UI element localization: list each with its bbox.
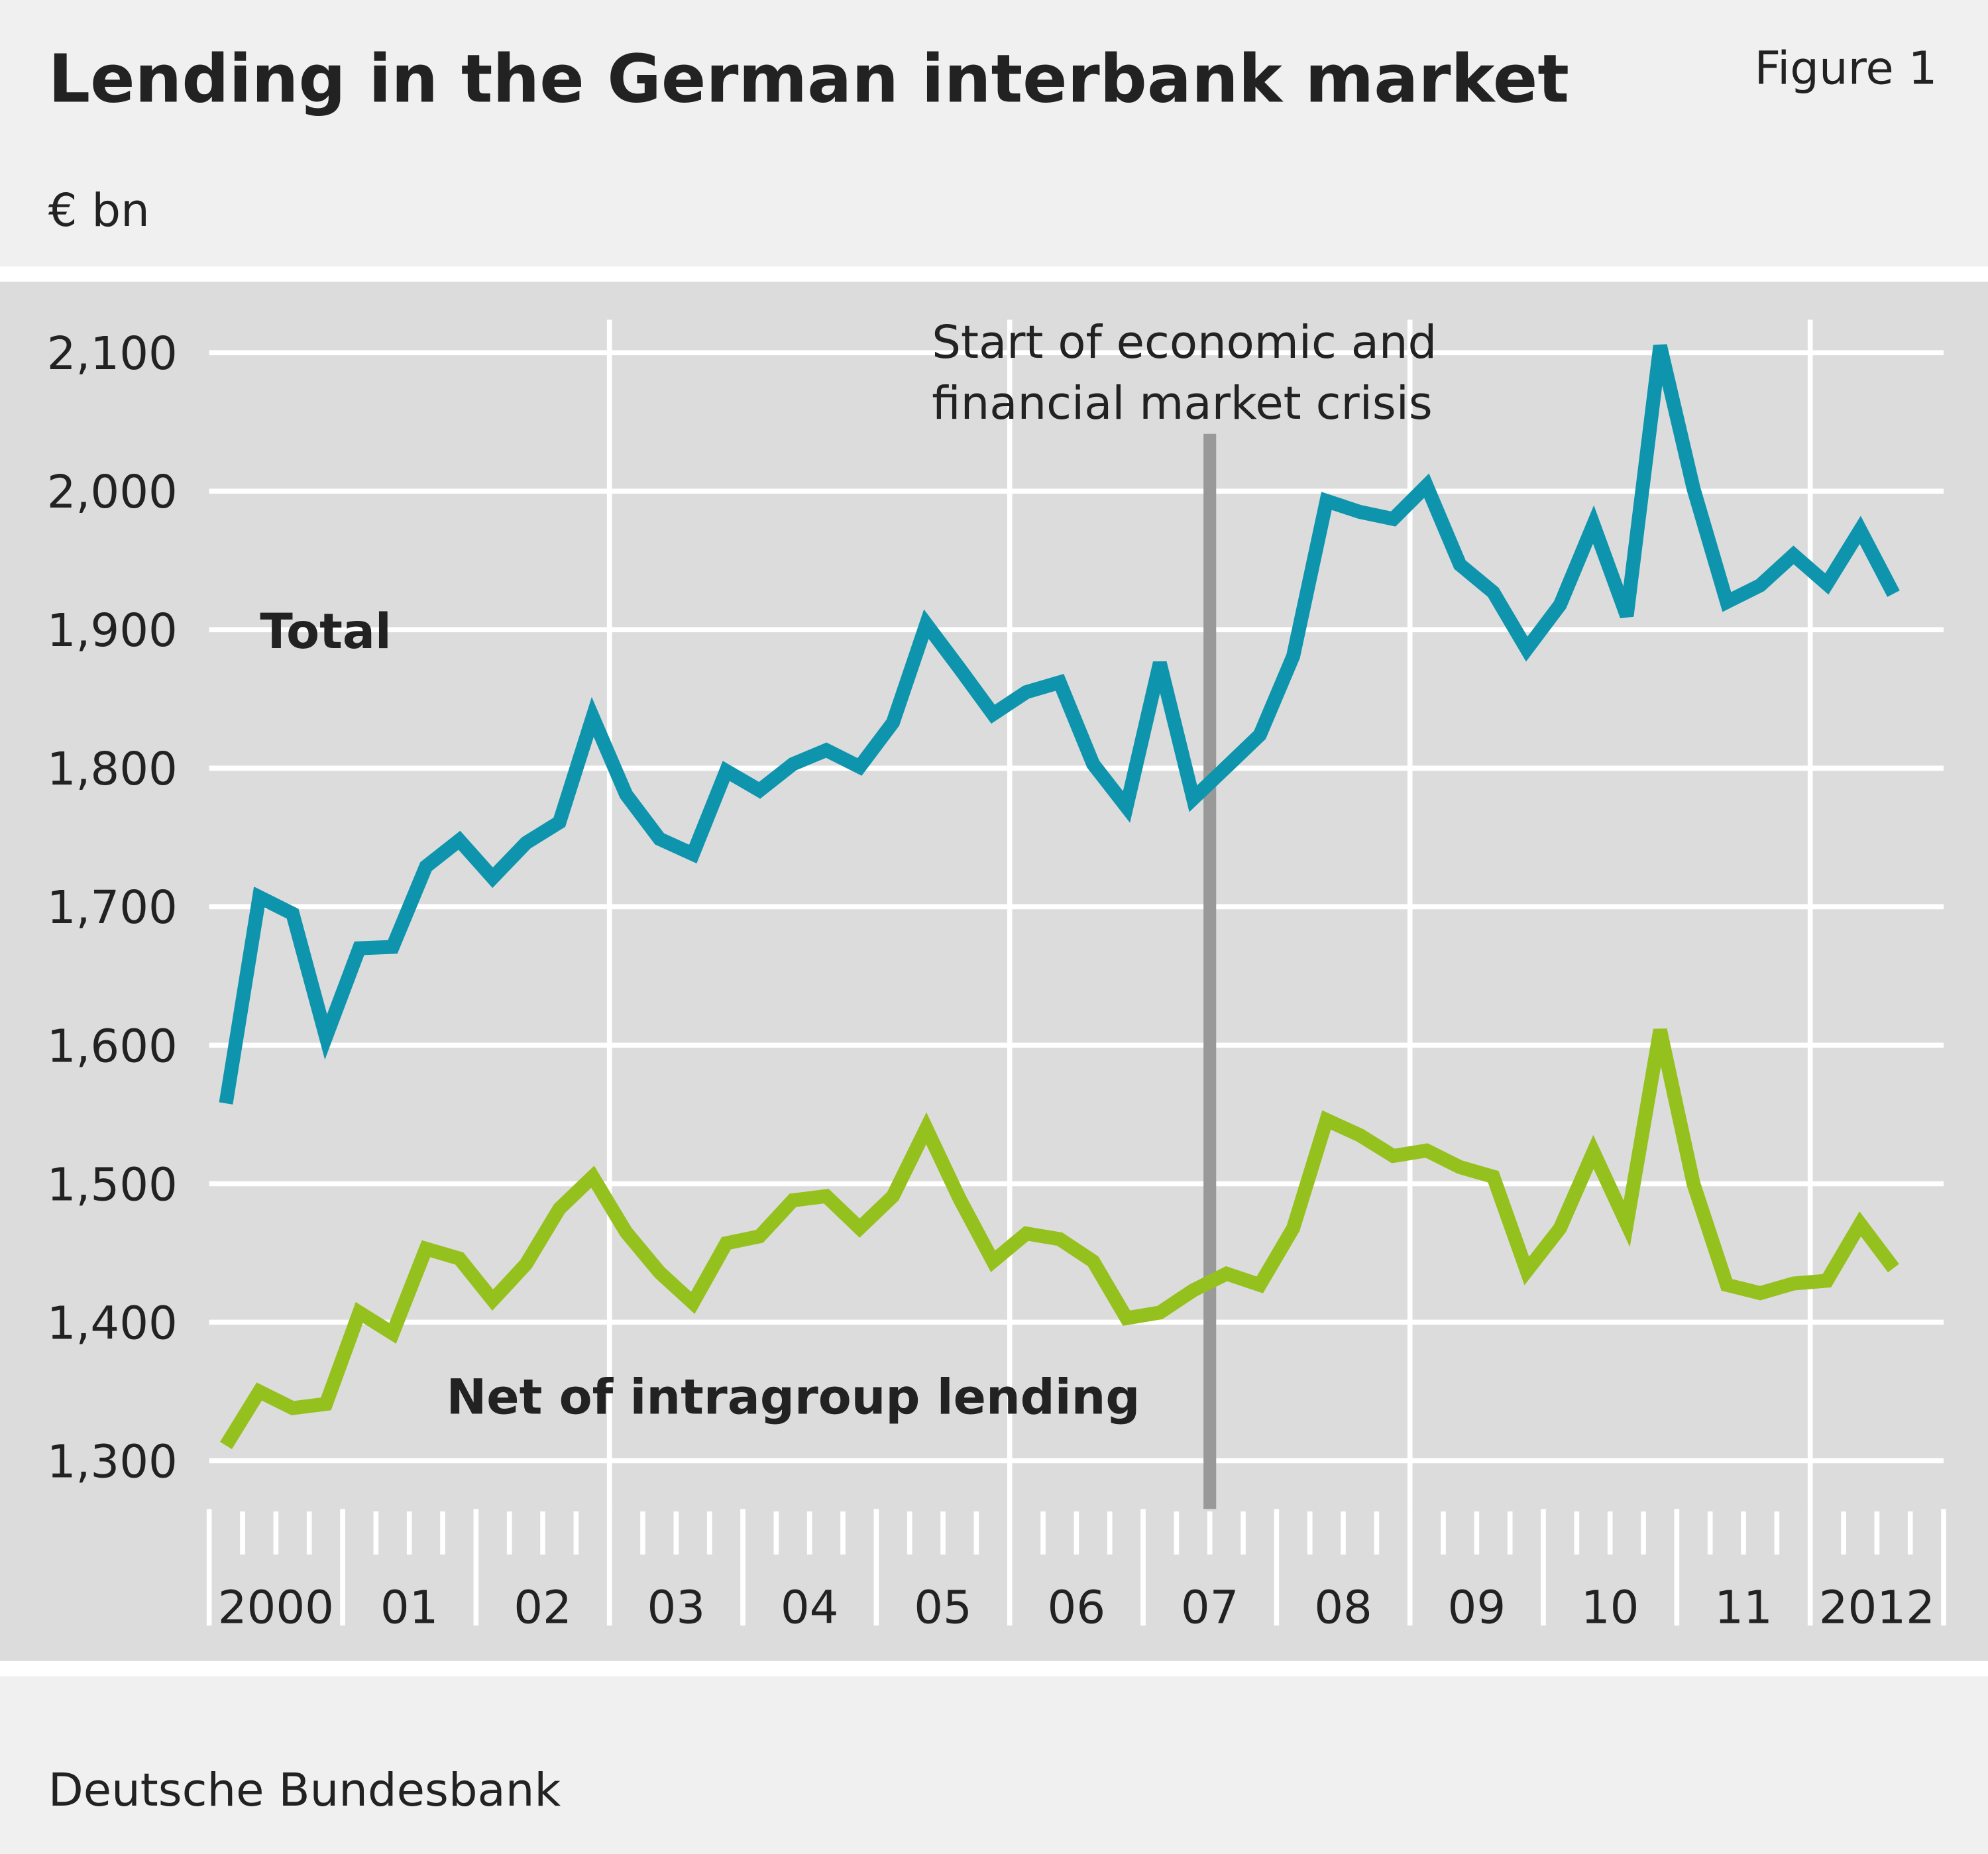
x-tick-label: 04 [781, 1581, 839, 1634]
x-tick-label: 06 [1048, 1581, 1106, 1634]
x-tick-label: 10 [1581, 1581, 1639, 1634]
y-tick-label: 1,600 [47, 1020, 178, 1073]
y-tick-label: 1,800 [47, 743, 178, 796]
plot-background [0, 282, 1988, 1661]
y-tick-label: 1,900 [47, 604, 178, 657]
separator [0, 266, 1988, 282]
y-tick-label: 1,500 [47, 1158, 178, 1211]
x-tick-label: 2012 [1819, 1581, 1935, 1634]
y-tick-label: 2,100 [47, 327, 178, 380]
series-label: Total [260, 604, 392, 660]
x-tick-label: 05 [914, 1581, 972, 1634]
y-tick-label: 2,000 [47, 466, 178, 519]
y-tick-label: 1,700 [47, 881, 178, 934]
x-tick-label: 09 [1448, 1581, 1506, 1634]
plot: 1,300 1,400 1,500 1,600 1,700 1,800 1,900 2,000… [47, 316, 1946, 1634]
annotation: Start of economic and [932, 316, 1437, 369]
separator [0, 1661, 1988, 1676]
x-tick-label: 08 [1314, 1581, 1372, 1634]
x-tick-label: 03 [647, 1581, 706, 1634]
chart-title: Lending in the German interbank market [48, 41, 1569, 117]
series-label: Net of intragroup lending [446, 1370, 1140, 1426]
x-tick-label: 07 [1181, 1581, 1239, 1634]
x-tick-label: 11 [1714, 1581, 1773, 1634]
series-line [219, 344, 1900, 1105]
y-axis-unit: € bn [48, 184, 150, 237]
series-line [219, 1028, 1899, 1450]
y-tick-label: 1,300 [47, 1435, 178, 1488]
figure-label: Figure 1 [1755, 42, 1938, 95]
source: Deutsche Bundesbank [48, 1764, 561, 1817]
x-tick-label: 02 [514, 1581, 572, 1634]
annotation: financial market crisis [932, 377, 1433, 430]
y-tick-label: 1,400 [47, 1297, 178, 1350]
x-tick-label: 2000 [218, 1581, 334, 1634]
x-tick-label: 01 [380, 1581, 439, 1634]
